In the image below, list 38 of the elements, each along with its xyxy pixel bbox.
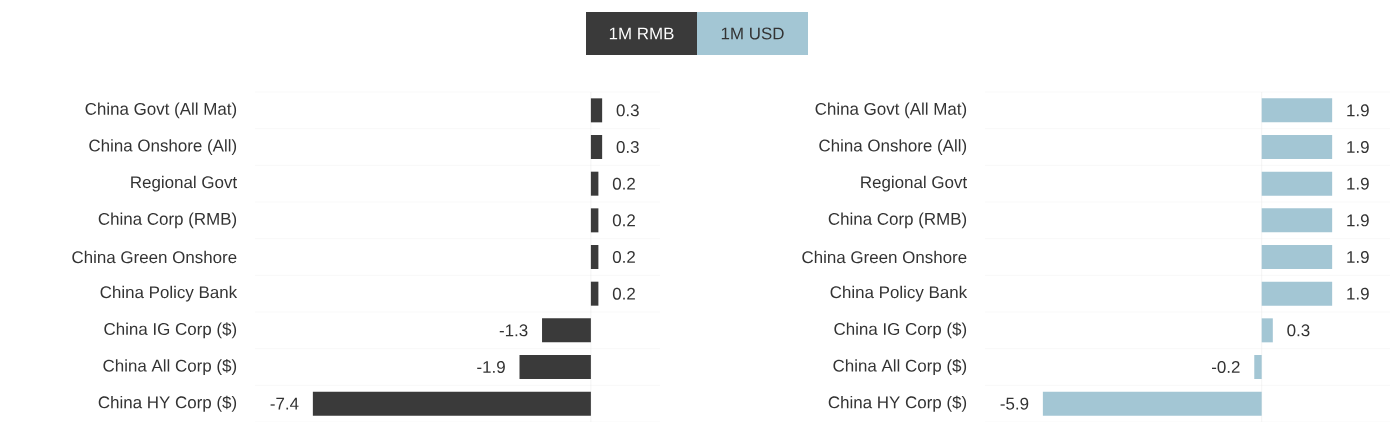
- data-label: 0.3: [616, 141, 639, 154]
- y-tick-label: China All Corp ($): [833, 358, 967, 376]
- data-label: 1.9: [1347, 177, 1369, 190]
- data-label: 1.9: [1347, 104, 1369, 117]
- y-tick-label: China Corp (RMB): [98, 212, 237, 229]
- y-tick-label: China HY Corp ($): [98, 395, 237, 412]
- y-tick-label: China Onshore (All): [819, 139, 967, 155]
- y-tick-label: China HY Corp ($): [828, 395, 967, 412]
- y-tick-label: China Green Onshore: [802, 250, 967, 264]
- data-label: -0.2: [1211, 361, 1240, 374]
- data-label: 1.9: [1347, 251, 1369, 264]
- data-label: -7.4: [270, 397, 299, 410]
- y-tick-label: China Corp (RMB): [828, 212, 967, 229]
- data-label: 0.2: [612, 177, 635, 190]
- data-label: 1.9: [1347, 287, 1369, 300]
- y-tick-label: China Green Onshore: [72, 250, 237, 264]
- data-label: 1.9: [1347, 214, 1369, 227]
- y-tick-label: Regional Govt: [861, 175, 967, 192]
- data-label: -1.3: [499, 324, 528, 337]
- data-label: 0.3: [616, 104, 639, 117]
- y-tick-label: China Govt (All Mat): [85, 102, 237, 119]
- data-label: -1.9: [477, 361, 505, 374]
- y-tick-label: China Policy Bank: [100, 285, 238, 302]
- y-tick-label: China IG Corp ($): [834, 322, 967, 339]
- y-tick-label: Regional Govt: [131, 175, 237, 192]
- text: 1M USD: [721, 27, 784, 40]
- data-label: 0.3: [1287, 324, 1310, 337]
- data-label: 0.2: [612, 287, 635, 300]
- y-tick-label: China All Corp ($): [103, 358, 237, 376]
- data-label: 0.2: [612, 214, 635, 227]
- y-tick-label: China Policy Bank: [830, 285, 968, 302]
- data-label: -5.9: [1000, 397, 1029, 410]
- data-label: 0.2: [612, 251, 635, 264]
- y-tick-label: China Govt (All Mat): [815, 102, 967, 119]
- y-tick-label: China Onshore (All): [89, 139, 237, 155]
- y-tick-label: China IG Corp ($): [104, 322, 237, 339]
- text: 1M RMB: [609, 27, 674, 40]
- data-label: 1.9: [1347, 141, 1369, 154]
